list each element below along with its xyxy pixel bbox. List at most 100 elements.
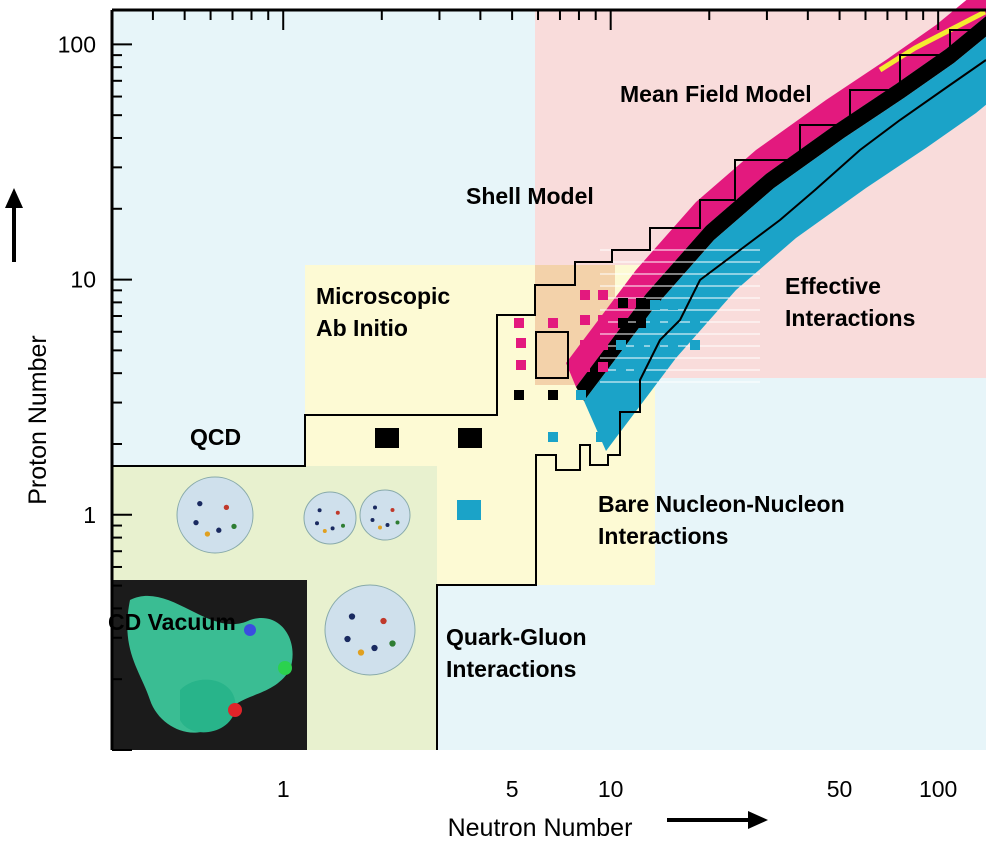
nuclide-band-proton-rich: [566, 0, 986, 387]
nuclide-square: [668, 320, 678, 330]
nuclide-square: [650, 340, 660, 350]
quark-dot: [357, 649, 365, 656]
nuclide-square: [650, 320, 660, 330]
nuclide-outline-box: [535, 331, 569, 379]
quark-dot: [322, 529, 327, 533]
quark-dot: [341, 523, 345, 528]
label-quark-gluon-interactions-line: Quark-Gluon: [446, 624, 587, 650]
nuclide-square: [580, 362, 590, 372]
nuclide-region-outline: [112, 29, 986, 750]
region-labels: Mean Field Model Shell Model Microscopic Ab…: [108, 81, 915, 682]
qcd-vacuum-blob: [180, 679, 236, 733]
nucleon-disk: [176, 476, 254, 554]
quark-dot: [380, 617, 387, 625]
nuclide-square: [650, 300, 660, 310]
label-effective-interactions-line: Interactions: [785, 305, 915, 331]
quark-dot: [197, 500, 203, 507]
axes: 1 5 10 50 100 1 10 100 Neutron Number Proton Numb…: [5, 8, 986, 842]
nuclide-square: [636, 318, 646, 328]
y-axis-title: Proton Number: [24, 335, 52, 505]
nuclide-square: [580, 340, 590, 350]
nuclide-square-large: [458, 428, 482, 448]
nuclide-square: [514, 390, 524, 400]
nuclide-square: [668, 340, 678, 350]
nuclide-square: [618, 318, 628, 328]
nuclide-drip-line-outline: [112, 29, 986, 750]
nuclide-square: [668, 300, 678, 310]
x-tick-label: 1: [277, 776, 290, 802]
quark-dot: [335, 510, 340, 515]
quark-dot: [371, 644, 378, 652]
nuclide-square: [616, 340, 626, 350]
x-tick-label: 10: [598, 776, 624, 802]
nuclide-square-large: [375, 428, 399, 448]
label-bare-nn-interactions: Bare Nucleon-Nucleon Interactions: [598, 491, 845, 549]
y-tick-label: 1: [83, 502, 96, 528]
label-ab-initio: Microscopic Ab Initio: [316, 283, 450, 341]
label-bare-nn-interactions-line: Interactions: [598, 523, 728, 549]
nuclide-square-large: [457, 500, 481, 520]
x-tick-label: 5: [506, 776, 519, 802]
quark-dot: [370, 518, 375, 522]
nuclide-square: [516, 360, 526, 370]
nuclide-square: [598, 340, 608, 350]
nuclide-square: [596, 390, 606, 400]
label-quark-gluon-interactions-line: Interactions: [446, 656, 576, 682]
quark-dot: [389, 640, 396, 647]
nuclide-square: [514, 318, 524, 328]
nuclide-square: [548, 432, 558, 442]
quark-dot: [344, 635, 351, 643]
quark-blue: [244, 624, 256, 636]
nuclide-square: [576, 390, 586, 400]
quark-dot: [330, 526, 335, 531]
quark-dot: [216, 527, 222, 533]
nuclide-square: [634, 362, 644, 372]
nuclide-square: [690, 320, 700, 330]
label-qcd-vacuum-line: CD Vacuum: [108, 609, 236, 635]
label-ab-initio-line: Ab Initio: [316, 315, 408, 341]
quark-dot: [348, 613, 356, 620]
nuclide-square: [580, 290, 590, 300]
quark-dot: [231, 523, 237, 530]
nuclide-band-neutron-rich: [584, 36, 986, 451]
quark-dot: [390, 508, 395, 512]
quark-dot: [385, 523, 390, 527]
y-tick-label: 100: [58, 31, 96, 57]
nuclide-square: [580, 315, 590, 325]
quark-red: [228, 703, 242, 717]
nuclide-square: [598, 315, 608, 325]
nuclide-square: [634, 340, 644, 350]
nuclide-square: [548, 390, 558, 400]
y-axis-arrowhead: [5, 188, 23, 208]
nuclide-square: [690, 340, 700, 350]
x-axis-title: Neutron Number: [448, 814, 633, 842]
x-tick-label: 100: [919, 776, 957, 802]
x-tick-label: 50: [827, 776, 853, 802]
nuclide-square: [612, 390, 622, 400]
nucleon-disk: [303, 491, 357, 545]
quark-dot: [223, 504, 230, 511]
quark-green: [278, 661, 292, 675]
label-effective-interactions: Effective Interactions: [785, 273, 915, 331]
label-mean-field-model-line: Mean Field Model: [620, 81, 812, 107]
label-qcd-vacuum: CD Vacuum: [108, 609, 236, 635]
quark-dot: [373, 505, 377, 510]
y-tick-label: 10: [70, 267, 96, 293]
nuclide-band-edge: [878, 9, 986, 73]
quark-dot: [395, 520, 400, 525]
nuclide-square: [636, 298, 646, 308]
x-axis-arrowhead: [748, 811, 768, 829]
nuclide-square: [598, 290, 608, 300]
quark-dot: [193, 519, 199, 526]
nucleon-disk: [324, 584, 416, 676]
nuclide-square: [548, 318, 558, 328]
label-shell-model-line: Shell Model: [466, 183, 594, 209]
label-shell-model: Shell Model: [466, 183, 594, 209]
quark-dot: [317, 508, 322, 513]
nuclide-square: [596, 432, 606, 442]
nuclide-square: [598, 362, 608, 372]
label-mean-field-model: Mean Field Model: [620, 81, 812, 107]
nuclide-square: [616, 362, 626, 372]
illustrations: [112, 476, 416, 750]
